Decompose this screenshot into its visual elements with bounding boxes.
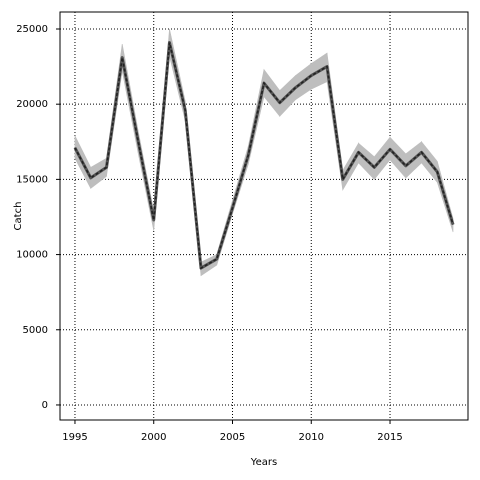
x-axis-label: Years bbox=[250, 457, 277, 468]
line-series-dashes bbox=[74, 42, 454, 270]
y-axis-label: Catch bbox=[13, 202, 24, 231]
x-tick-label: 2015 bbox=[377, 432, 402, 443]
y-tick-label: 0 bbox=[42, 400, 48, 411]
y-tick-label: 5000 bbox=[23, 325, 48, 336]
y-tick-label: 25000 bbox=[16, 24, 48, 35]
y-tick-label: 10000 bbox=[16, 250, 48, 261]
y-tick-label: 20000 bbox=[16, 99, 48, 110]
x-tick-label: 2005 bbox=[220, 432, 245, 443]
x-tick-label: 2000 bbox=[141, 432, 166, 443]
x-tick-label: 2010 bbox=[299, 432, 324, 443]
y-tick-label: 15000 bbox=[16, 174, 48, 185]
x-tick-label: 1995 bbox=[62, 432, 87, 443]
plot-frame bbox=[59, 11, 469, 421]
